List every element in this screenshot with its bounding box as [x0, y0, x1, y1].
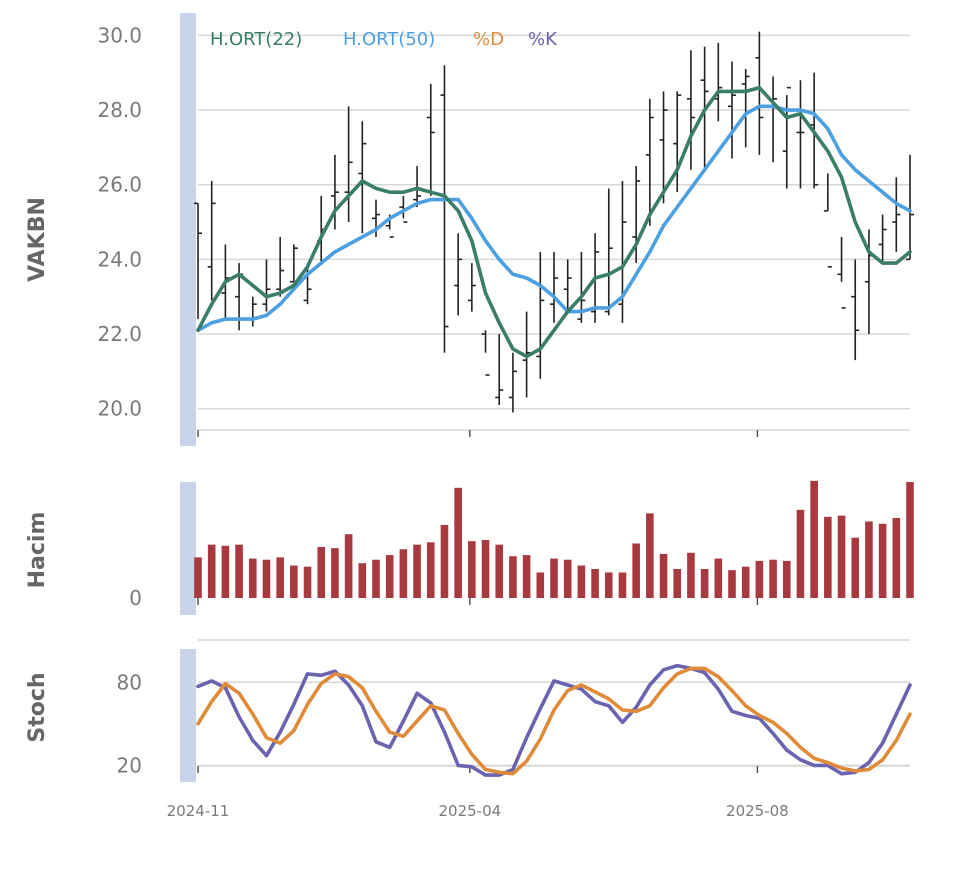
volume-bar: [248, 558, 257, 598]
volume-bar: [728, 570, 736, 598]
price-panel-band: [180, 13, 196, 446]
volume-bar: [426, 542, 435, 598]
volume-bar: [344, 534, 353, 598]
volume-bar: [317, 546, 326, 598]
volume-bar: [782, 560, 791, 598]
x-tick-label: 2025-08: [726, 802, 789, 820]
price-ytick-label: 30.0: [97, 23, 142, 47]
volume-bar: [399, 549, 408, 598]
volume-bar: [796, 509, 805, 598]
volume-bar: [495, 544, 504, 598]
volume-bar: [878, 523, 887, 598]
stoch-panel-band: [180, 649, 196, 782]
volume-bar: [550, 558, 558, 598]
volume-bar: [618, 572, 627, 598]
price-ytick-label: 26.0: [97, 173, 142, 197]
ohlc-bars: [194, 31, 914, 413]
volume-bar: [276, 557, 284, 598]
volume-bar: [413, 544, 421, 598]
stoch-d-line: [196, 666, 912, 776]
volume-bar: [892, 517, 901, 598]
volume-bar: [262, 559, 271, 598]
volume-bars: [194, 480, 914, 598]
stoch-ytick-label: 80: [117, 670, 142, 694]
volume-bar: [632, 543, 640, 598]
volume-bar: [468, 541, 476, 598]
volume-bar: [221, 545, 230, 598]
price-ytick-label: 28.0: [97, 98, 142, 122]
volume-panel-band: [180, 482, 196, 615]
x-tick-label: 2024-11: [167, 802, 230, 820]
grid-lines: [197, 34, 910, 773]
volume-bar: [659, 553, 668, 598]
volume-bar: [563, 559, 572, 598]
series-lines: [196, 85, 912, 777]
legend: H.ORT(22) H.ORT(50) %D %K: [210, 29, 558, 50]
volume-bar: [536, 572, 545, 598]
volume-bar: [755, 560, 764, 598]
axis-text: 20.0 22.0 24.0 26.0 28.0 30.0 0 20 80 VAKBN Hacim S…: [25, 23, 789, 820]
volume-bar: [331, 548, 339, 598]
price-ytick-label: 22.0: [97, 322, 142, 346]
volume-bar: [577, 565, 586, 598]
volume-bar: [454, 487, 462, 598]
volume-bar: [207, 544, 216, 598]
legend-ma50: H.ORT(50): [343, 29, 435, 50]
volume-bar: [591, 569, 599, 598]
volume-bar: [440, 524, 449, 598]
legend-ma22: H.ORT(22): [210, 29, 302, 50]
volume-bar: [851, 537, 860, 598]
ma22-line: [196, 85, 912, 359]
volume-bar: [673, 569, 682, 598]
ma50-line: [196, 104, 912, 333]
volume-bar: [290, 565, 298, 598]
volume-bar: [604, 572, 613, 598]
volume-bar: [837, 515, 846, 598]
price-ylabel: VAKBN: [25, 197, 50, 282]
volume-bar: [372, 559, 380, 598]
volume-bar: [824, 516, 832, 598]
volume-bar: [769, 559, 777, 598]
volume-bar: [385, 555, 394, 598]
volume-bar: [741, 566, 750, 598]
volume-bar: [810, 480, 818, 598]
legend-k: %K: [528, 29, 558, 50]
volume-bar: [303, 566, 312, 598]
stoch-ylabel: Stoch: [25, 672, 50, 742]
volume-bar: [509, 556, 517, 598]
price-ytick-label: 20.0: [97, 397, 142, 421]
x-tick-label: 2025-04: [439, 802, 502, 820]
volume-bar: [687, 552, 695, 598]
volume-ytick-label: 0: [129, 586, 142, 610]
legend-d: %D: [473, 29, 504, 50]
volume-bar: [522, 555, 531, 598]
volume-bar: [235, 544, 243, 598]
volume-bar: [646, 513, 654, 598]
volume-bar: [358, 563, 367, 598]
price-ytick-label: 24.0: [97, 247, 142, 271]
stoch-ytick-label: 20: [117, 753, 142, 777]
volume-bar: [865, 521, 873, 598]
stoch-k-line: [196, 663, 912, 777]
volume-bar: [714, 558, 723, 598]
volume-bar: [700, 569, 709, 598]
volume-bar: [194, 557, 202, 598]
volume-bar: [906, 482, 914, 598]
volume-ylabel: Hacim: [25, 512, 50, 589]
volume-bar: [481, 540, 490, 598]
